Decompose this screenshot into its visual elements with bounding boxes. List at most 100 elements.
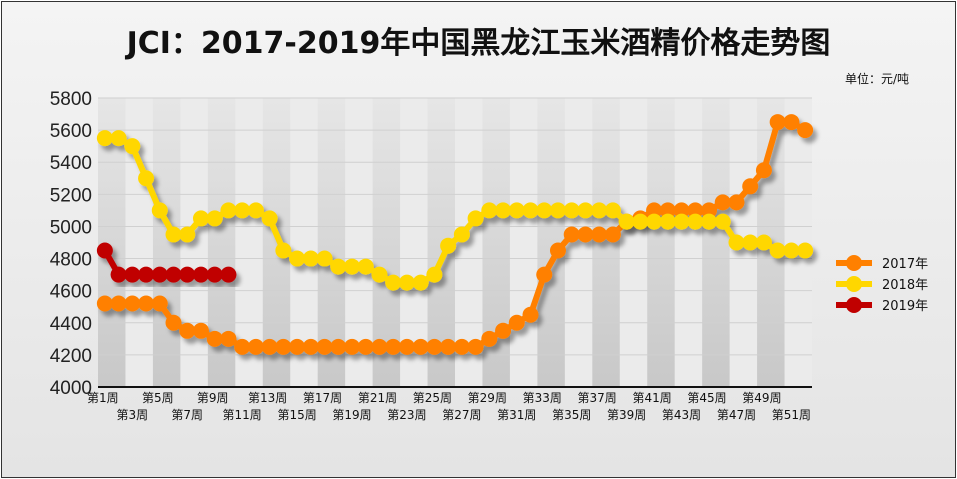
background-band [317, 98, 346, 387]
data-point [192, 210, 209, 227]
x-tick-label: 第5周 [142, 391, 174, 405]
data-point [549, 202, 566, 219]
data-point [577, 226, 594, 243]
data-point [206, 266, 223, 283]
data-point [398, 338, 415, 355]
data-point [426, 266, 443, 283]
data-point [220, 202, 237, 219]
data-point [467, 338, 484, 355]
x-tick-label: 第49周 [742, 391, 781, 405]
y-tick-label: 5800 [50, 89, 92, 110]
data-point [783, 114, 800, 131]
data-point [179, 226, 196, 243]
y-tick-label: 4000 [50, 378, 92, 399]
x-tick-label: 第33周 [523, 391, 562, 405]
data-point [192, 266, 209, 283]
data-point [659, 213, 676, 230]
x-tick-label: 第41周 [632, 391, 671, 405]
data-point [714, 213, 731, 230]
data-point [275, 242, 292, 259]
background-band [372, 98, 401, 387]
data-point [261, 210, 278, 227]
data-point [330, 338, 347, 355]
data-point [330, 258, 347, 275]
data-point [618, 213, 635, 230]
y-tick-label: 5000 [50, 217, 92, 238]
data-point [728, 234, 745, 251]
x-tick-label: 第31周 [497, 408, 536, 422]
data-point [467, 210, 484, 227]
data-point [577, 202, 594, 219]
y-tick-label: 4400 [50, 314, 92, 335]
data-point [755, 162, 772, 179]
legend-marker [846, 276, 862, 292]
unit-label: 单位：元/吨 [844, 72, 909, 86]
data-point [151, 266, 168, 283]
data-point [440, 237, 457, 254]
data-point [124, 138, 141, 155]
data-point [165, 266, 182, 283]
data-point [563, 202, 580, 219]
x-tick-label: 第47周 [717, 408, 756, 422]
data-point [797, 122, 814, 139]
x-tick-label: 第7周 [171, 408, 203, 422]
data-point [96, 295, 113, 312]
data-point [371, 338, 388, 355]
data-point [302, 250, 319, 267]
data-point [426, 338, 443, 355]
data-point [591, 202, 608, 219]
x-tick-label: 第27周 [442, 408, 481, 422]
data-point [192, 322, 209, 339]
data-point [701, 202, 718, 219]
x-tick-label: 第23周 [387, 408, 426, 422]
data-point [206, 210, 223, 227]
background-band [537, 98, 565, 387]
x-tick-label: 第35周 [552, 408, 591, 422]
x-tick-label: 第29周 [468, 391, 507, 405]
data-point [179, 266, 196, 283]
data-point [165, 314, 182, 331]
data-point [522, 202, 539, 219]
data-point [96, 130, 113, 147]
data-point [453, 226, 470, 243]
data-point [247, 338, 264, 355]
data-point [604, 226, 621, 243]
data-point [673, 213, 690, 230]
data-point [701, 213, 718, 230]
data-point [96, 242, 113, 259]
data-point [138, 266, 155, 283]
x-tick-label: 第43周 [662, 408, 701, 422]
legend-label: 2019年 [882, 299, 928, 314]
data-point [179, 322, 196, 339]
data-point [289, 250, 306, 267]
data-point [289, 338, 306, 355]
background-band [702, 98, 730, 387]
data-point [783, 242, 800, 259]
data-point [247, 202, 264, 219]
data-point [316, 338, 333, 355]
data-point [357, 338, 374, 355]
data-point [687, 202, 704, 219]
background-band [262, 98, 291, 387]
series-2019年 [96, 242, 237, 283]
data-point [495, 322, 512, 339]
data-point [508, 202, 525, 219]
x-tick-label: 第13周 [248, 391, 287, 405]
legend-marker [846, 297, 862, 313]
data-point [206, 330, 223, 347]
x-tick-label: 第39周 [607, 408, 646, 422]
data-point [549, 242, 566, 259]
x-tick-label: 第11周 [223, 408, 262, 422]
data-point [124, 266, 141, 283]
data-point [453, 338, 470, 355]
chart-title: JCI：2017-2019年中国黑龙江玉米酒精价格走势图 [126, 26, 831, 61]
data-point [742, 178, 759, 195]
data-point [714, 194, 731, 211]
data-point [261, 338, 278, 355]
background-band [152, 98, 181, 387]
x-tick-label: 第19周 [332, 408, 371, 422]
data-point [234, 202, 251, 219]
data-point [728, 194, 745, 211]
x-tick-label: 第45周 [687, 391, 726, 405]
data-point [234, 338, 251, 355]
